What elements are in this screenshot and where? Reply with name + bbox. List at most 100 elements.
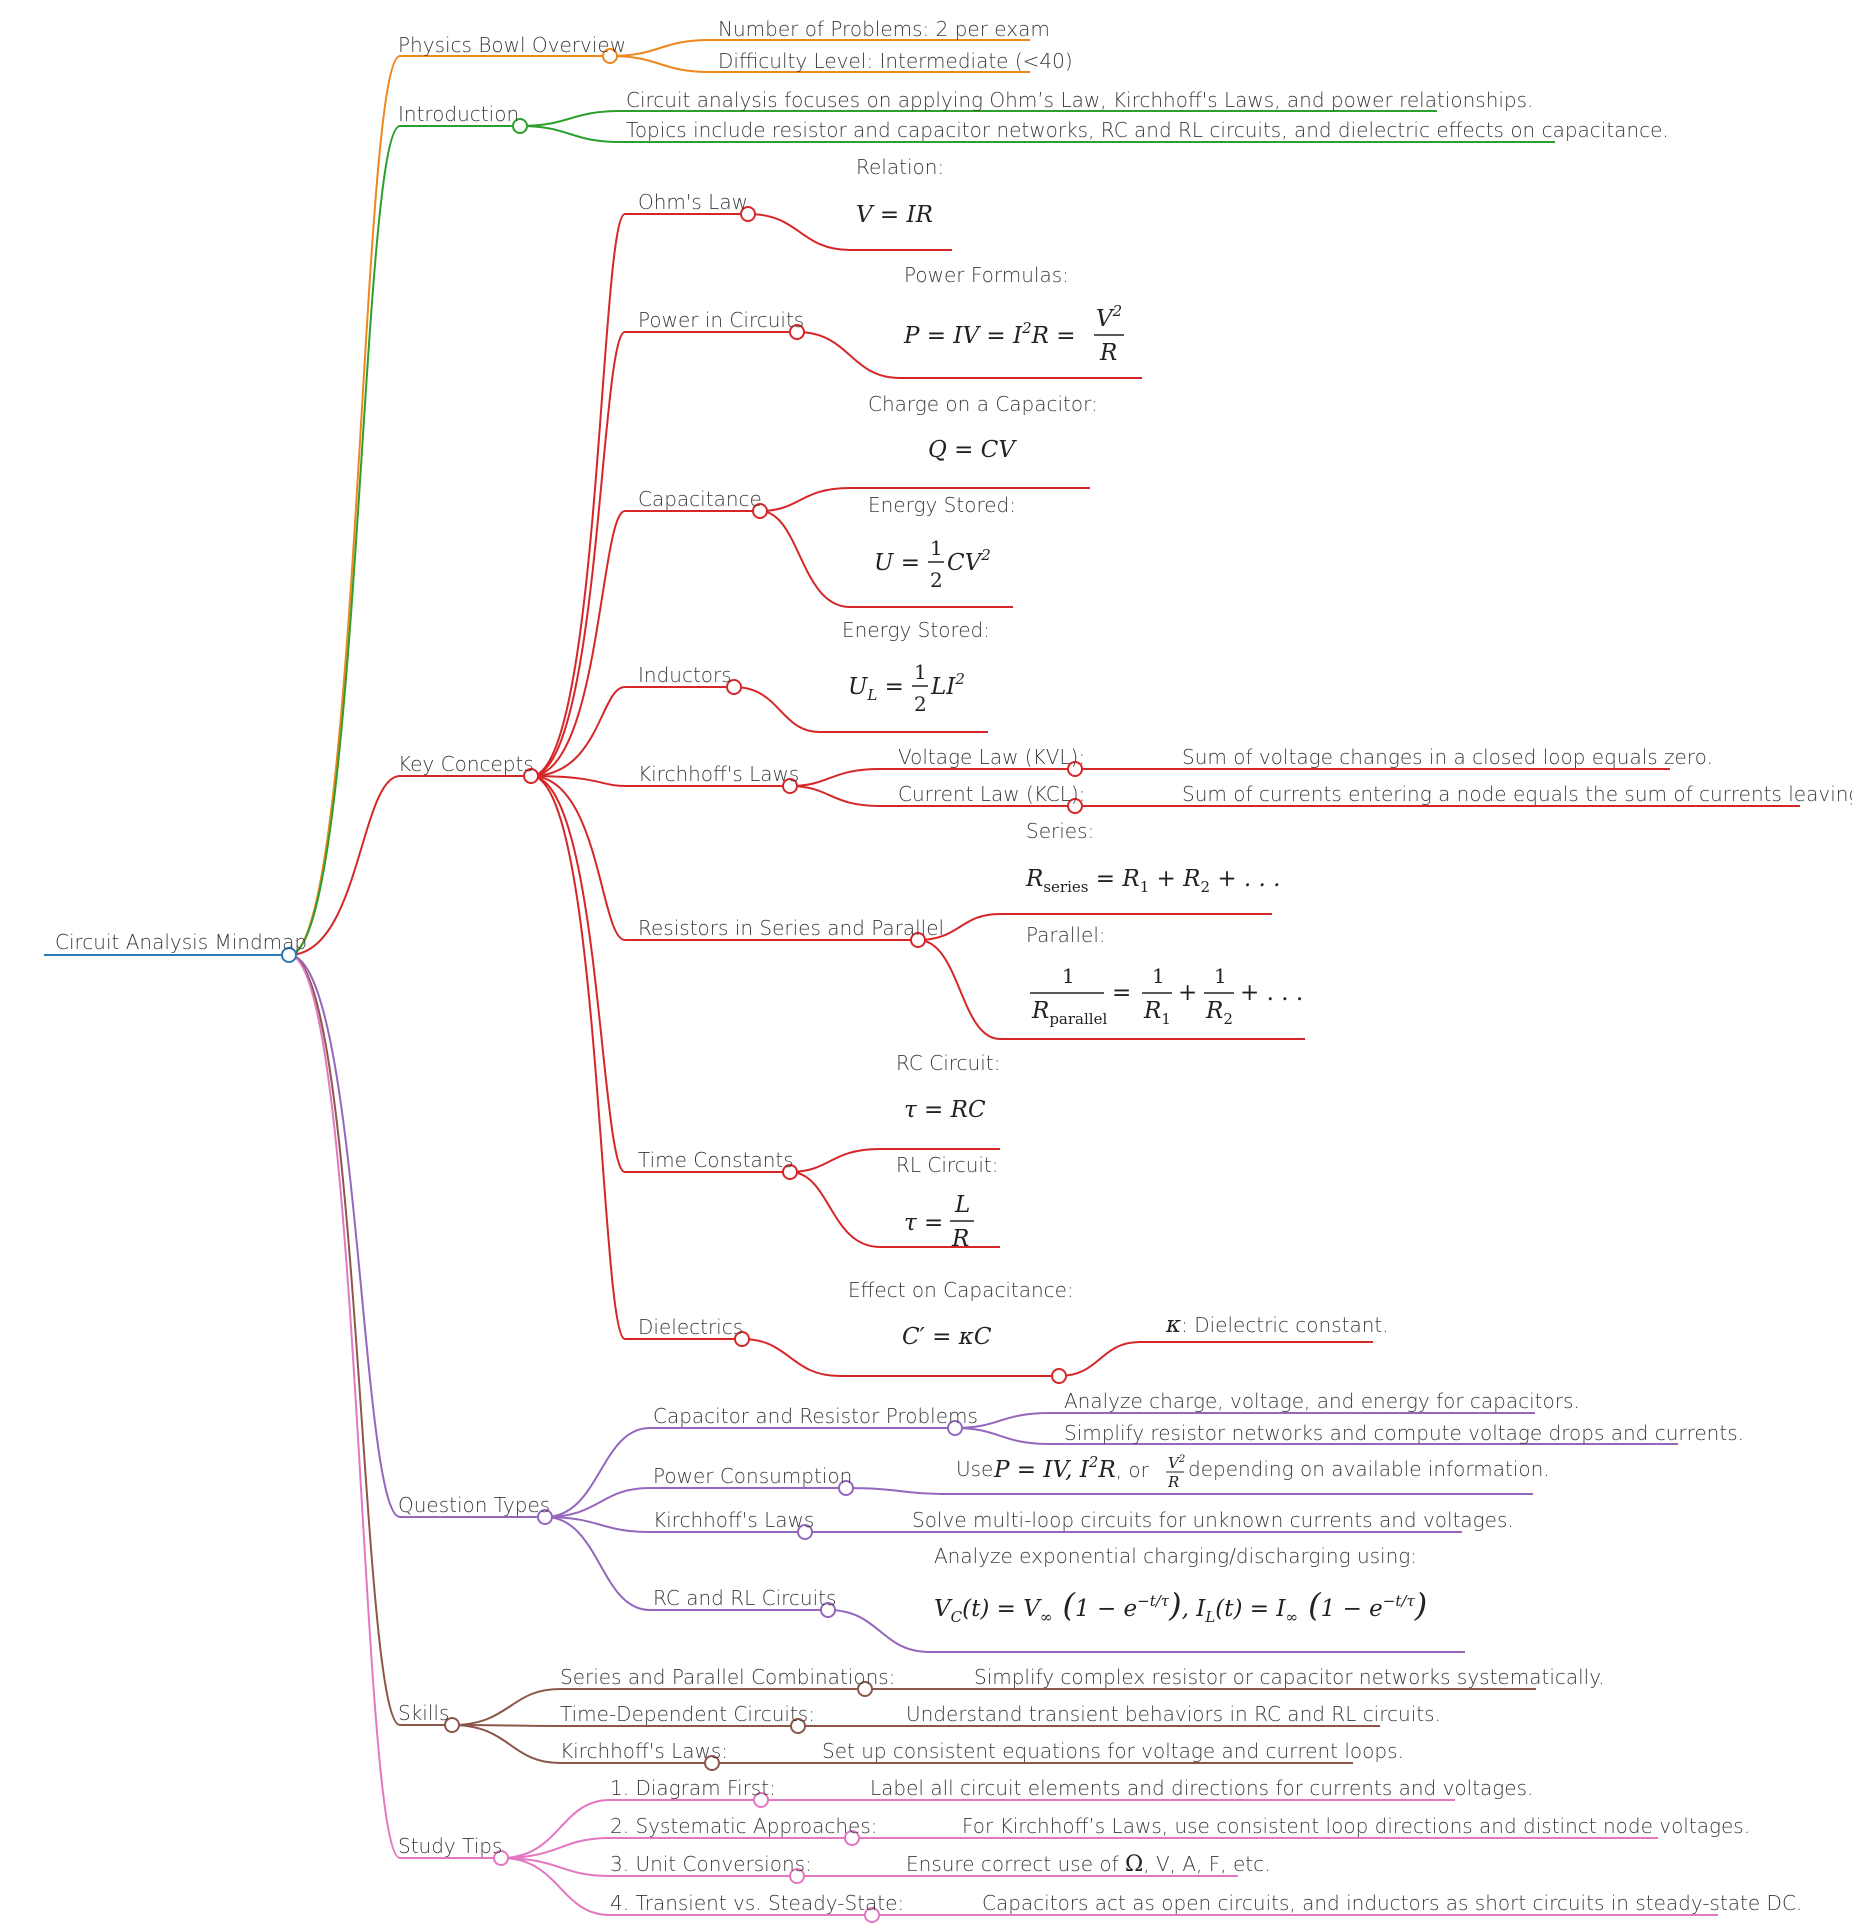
root-node[interactable]: [281, 947, 297, 963]
labels: Circuit Analysis Mindmap Physics Bowl Ov…: [55, 17, 1852, 1915]
svg-text:1: 1: [1214, 964, 1227, 988]
svg-text:1: 1: [930, 536, 943, 560]
svg-text:depending on available informa: depending on available information.: [1188, 1457, 1550, 1481]
inductors-caption: Energy Stored:: [842, 618, 990, 642]
skill-text: Set up consistent equations for voltage …: [822, 1739, 1404, 1763]
svg-text:U =: U =: [874, 550, 920, 576]
tip-3-node[interactable]: [789, 1868, 805, 1884]
svg-text:R: R: [1099, 340, 1117, 366]
inductors-label: Inductors: [638, 663, 732, 687]
time-constants-node[interactable]: [782, 1164, 798, 1180]
overview-node[interactable]: [602, 48, 618, 64]
question-types-node[interactable]: [537, 1509, 553, 1525]
question-types-label: Question Types: [398, 1493, 550, 1517]
tip-label: 2. Systematic Approaches:: [610, 1814, 878, 1838]
kvl-label: Voltage Law (KVL):: [898, 745, 1085, 769]
power-consumption-node[interactable]: [838, 1480, 854, 1496]
cap-res-item: Simplify resistor networks and compute v…: [1064, 1421, 1744, 1445]
cap-res-label: Capacitor and Resistor Problems: [653, 1404, 978, 1428]
tip-1-node[interactable]: [753, 1792, 769, 1808]
svg-text:2: 2: [930, 568, 943, 592]
kirchhoff-node[interactable]: [782, 778, 798, 794]
svg-text:Use: Use: [956, 1457, 993, 1481]
energy-caption: Energy Stored:: [868, 493, 1016, 517]
svg-text:L: L: [954, 1192, 970, 1218]
svg-text:R: R: [1167, 1473, 1179, 1491]
power-caption: Power Formulas:: [904, 263, 1069, 287]
skill-2-node[interactable]: [790, 1718, 806, 1734]
inductors-formula: UL = 1 2 LI2: [848, 660, 965, 716]
rc-rl-node[interactable]: [820, 1602, 836, 1618]
rc-rl-formula: VC(t) = V∞ (1 − e−t/τ), IL(t) = I∞ (1 − …: [934, 1586, 1427, 1626]
dielectrics-label: Dielectrics: [638, 1315, 743, 1339]
skills-node[interactable]: [444, 1717, 460, 1733]
skill-1-node[interactable]: [857, 1681, 873, 1697]
dielectric-formula: C′ = κC: [902, 1324, 992, 1350]
svg-text:LI2: LI2: [930, 670, 965, 700]
kappa-text: κ: Dielectric constant.: [1165, 1312, 1389, 1338]
rc-caption: RC Circuit:: [896, 1051, 1000, 1075]
skill-text: Understand transient behaviors in RC and…: [906, 1702, 1441, 1726]
parallel-formula: 1 Rparallel = 1 R1 + 1 R2 + . . .: [1030, 964, 1303, 1028]
tip-2-node[interactable]: [844, 1830, 860, 1846]
series-caption: Series:: [1026, 819, 1094, 843]
rl-formula: τ = L R: [904, 1192, 974, 1252]
dielectrics-node[interactable]: [734, 1331, 750, 1347]
svg-text:R1: R1: [1143, 998, 1171, 1028]
ohm-caption: Relation:: [856, 155, 944, 179]
capacitance-label: Capacitance: [638, 487, 762, 511]
parallel-caption: Parallel:: [1026, 923, 1106, 947]
kcl-node[interactable]: [1067, 798, 1083, 814]
key-concepts-node[interactable]: [523, 768, 539, 784]
qt-kirchhoff-text: Solve multi-loop circuits for unknown cu…: [912, 1508, 1514, 1532]
dielectric-formula-node[interactable]: [1051, 1368, 1067, 1384]
introduction-item: Topics include resistor and capacitor ne…: [626, 118, 1669, 142]
tip-label: 3. Unit Conversions:: [610, 1852, 812, 1876]
charge-formula: Q = CV: [928, 437, 1017, 463]
skill-text: Simplify complex resistor or capacitor n…: [974, 1665, 1605, 1689]
inductors-node[interactable]: [726, 679, 742, 695]
dielectric-caption: Effect on Capacitance:: [848, 1278, 1074, 1302]
tip-4-node[interactable]: [864, 1907, 880, 1923]
resistors-label: Resistors in Series and Parallel: [638, 916, 944, 940]
resistors-node[interactable]: [910, 932, 926, 948]
svg-text:P = IV, I2R, or: P = IV, I2R, or: [993, 1453, 1150, 1483]
power-node[interactable]: [789, 324, 805, 340]
series-formula: Rseries = R1 + R2 + . . .: [1025, 866, 1280, 898]
overview-label: Physics Bowl Overview: [398, 33, 626, 57]
svg-text:=: =: [1112, 980, 1131, 1006]
qt-kirchhoff-node[interactable]: [797, 1524, 813, 1540]
power-consumption-text: Use P = IV, I2R, or V2 R depending on av…: [956, 1453, 1550, 1491]
power-formula: P = IV = I2R = V2 R: [903, 302, 1124, 366]
svg-text:R2: R2: [1205, 998, 1233, 1028]
svg-text:+ . . .: + . . .: [1240, 980, 1303, 1006]
kcl-label: Current Law (KCL):: [898, 782, 1085, 806]
kvl-node[interactable]: [1067, 761, 1083, 777]
power-label: Power in Circuits: [638, 308, 804, 332]
capacitance-node[interactable]: [752, 503, 768, 519]
skill-label: Series and Parallel Combinations:: [560, 1665, 895, 1689]
kirchhoff-label: Kirchhoff's Laws: [638, 762, 799, 786]
key-concepts-label: Key Concepts: [398, 752, 534, 776]
ohm-node[interactable]: [740, 206, 756, 222]
rc-rl-label: RC and RL Circuits: [653, 1586, 836, 1610]
study-tips-label: Study Tips: [398, 1834, 502, 1858]
cap-res-node[interactable]: [947, 1420, 963, 1436]
skills-label: Skills: [398, 1701, 449, 1725]
svg-text:τ =: τ =: [904, 1210, 943, 1236]
svg-text:1: 1: [1062, 964, 1075, 988]
overview-item: Number of Problems: 2 per exam: [718, 17, 1050, 41]
tip-text: Label all circuit elements and direction…: [870, 1776, 1533, 1800]
charge-caption: Charge on a Capacitor:: [868, 392, 1098, 416]
tip-text: Capacitors act as open circuits, and ind…: [982, 1891, 1802, 1915]
kvl-text: Sum of voltage changes in a closed loop …: [1182, 745, 1713, 769]
time-constants-label: Time Constants: [638, 1148, 794, 1172]
introduction-node[interactable]: [512, 118, 528, 134]
power-consumption-label: Power Consumption: [653, 1464, 852, 1488]
rc-rl-caption: Analyze exponential charging/discharging…: [934, 1544, 1417, 1568]
svg-text:1: 1: [1152, 964, 1165, 988]
study-tips-node[interactable]: [493, 1850, 509, 1866]
skill-3-node[interactable]: [704, 1755, 720, 1771]
svg-text:V2: V2: [1168, 1454, 1185, 1472]
